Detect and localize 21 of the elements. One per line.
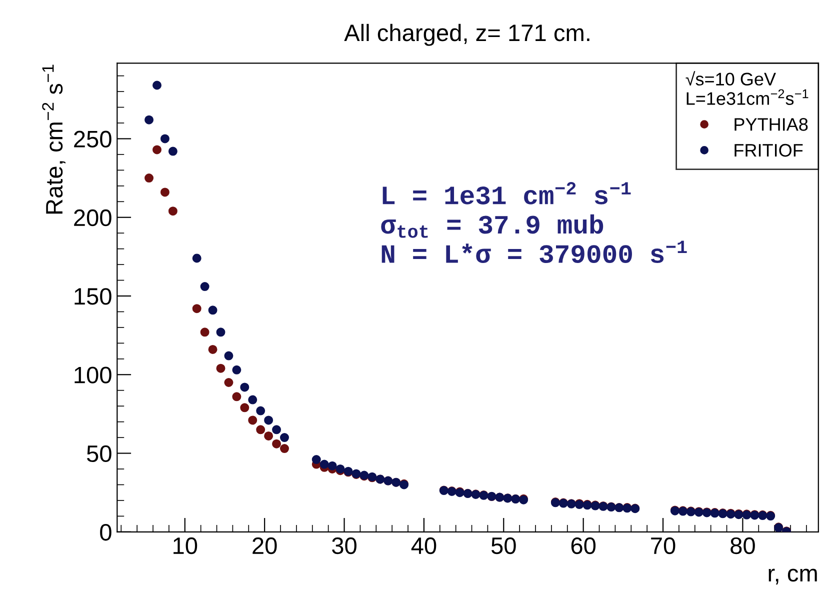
legend-label: FRITIOF — [734, 144, 803, 157]
legend-label: PYTHIA8 — [734, 118, 808, 131]
y-tick-label: 50 — [86, 445, 112, 462]
y-tick-label: 250 — [74, 130, 112, 148]
y-tick-label: 100 — [74, 366, 112, 384]
y-tick-label: 200 — [74, 209, 112, 226]
x-tick-label: 80 — [730, 537, 755, 554]
legend-title: √s=10 GeV L=1e31cm$^{−2}$s$^{−1}$ — [686, 71, 808, 105]
x-tick-label: 40 — [411, 537, 436, 554]
x-axis-title: r, cm — [768, 568, 817, 584]
text: L = 1e31 cm$^{−2}$ s$^{−1}$ σ$_{tot}$ = 37.9 mub N = L*σ = 379000 s$^{−1}$ — [381, 182, 687, 264]
x-tick-label: 60 — [571, 537, 596, 554]
y-tick-label: 0 — [100, 524, 112, 541]
x-tick-label: 70 — [651, 537, 676, 554]
x-tick-label: 10 — [174, 537, 198, 554]
x-tick-label: 30 — [332, 537, 356, 554]
x-tick-label: 20 — [252, 537, 277, 554]
y-axis-title: Rate, cm$^{−2}$ s$^{−1}$ — [42, 64, 66, 214]
chart-title: All charged, z= 171 cm. — [344, 24, 590, 46]
y-tick-label: 150 — [74, 288, 112, 305]
x-tick-label: 50 — [491, 537, 516, 554]
